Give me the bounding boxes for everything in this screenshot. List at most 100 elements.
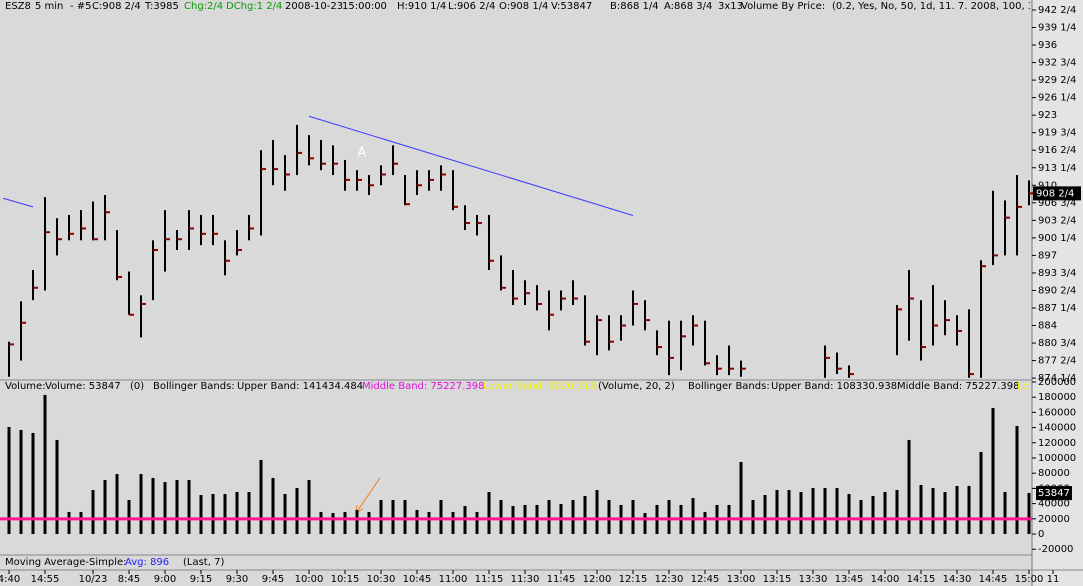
y-tick-label: 100000 (1038, 453, 1076, 464)
volume-bar (139, 473, 143, 535)
y-tick-label: 140000 (1038, 423, 1076, 434)
volume-bar (547, 500, 551, 535)
y-tick-label: 932 3/4 (1038, 58, 1076, 69)
y-tick-label: 120000 (1038, 438, 1076, 449)
volume-bar (859, 500, 863, 535)
x-tick-label: 12:45 (691, 574, 720, 585)
y-tick-label: 929 2/4 (1038, 75, 1076, 86)
header-text: L:906 2/4 (448, 1, 496, 12)
x-tick-label: 10/23 (79, 574, 108, 585)
volume-bar (943, 491, 947, 535)
volume-bar (979, 451, 983, 535)
x-tick-label: 15:00 (1015, 574, 1044, 585)
volume-bar (1003, 491, 1007, 535)
price-label-box (1033, 186, 1081, 201)
arrow (355, 477, 381, 514)
x-tick-label: 14:45 (979, 574, 1008, 585)
volume-bar (787, 490, 791, 535)
volume-bar (763, 495, 767, 535)
volume-bar (55, 439, 59, 535)
volume-label-box (1036, 486, 1072, 501)
header-text: - #5 (70, 1, 92, 12)
x-tick-label: 13:00 (727, 574, 756, 585)
volume-bar (703, 511, 707, 535)
status-text: Middle Band: 75227.398 (897, 381, 1020, 392)
volume-bar (667, 500, 671, 535)
volume-bar (103, 480, 107, 535)
y-tick-label: 926 1/4 (1038, 93, 1076, 104)
volume-bar (487, 491, 491, 535)
x-tick-label: 14:15 (907, 574, 936, 585)
volume-bar (847, 494, 851, 535)
status-text: (Volume, 20, 2) (598, 381, 675, 392)
status-text: Bollinger Bands: (688, 381, 770, 392)
status-text: Bollinger Bands: (153, 381, 235, 392)
volume-bar (211, 494, 215, 535)
volume-bar (955, 485, 959, 535)
y-tick-label: 40000 (1038, 499, 1070, 510)
header-text: Volume By Price: (741, 1, 826, 12)
volume-bar (331, 513, 335, 535)
volume-bar (367, 511, 371, 535)
header-text: Chg:2/4 (184, 1, 224, 12)
x-tick-label: 9:00 (154, 574, 176, 585)
volume-bar (871, 496, 875, 535)
volume-bar (91, 490, 95, 535)
y-tick-label: 897 (1038, 250, 1057, 261)
volume-bar (295, 488, 299, 535)
volume-bar (739, 461, 743, 535)
price-label: 908 2/4 (1036, 188, 1074, 199)
volume-bar (403, 500, 407, 535)
x-tick-label: 12:00 (583, 574, 612, 585)
volume-bar (355, 509, 359, 535)
volume-bar (115, 473, 119, 535)
status-text: Volume: 53847 (45, 381, 121, 392)
x-tick-label: 11 (1047, 574, 1060, 585)
volume-bar (835, 488, 839, 535)
y-tick-label: 0 (1038, 529, 1044, 540)
y-tick-label: 884 (1038, 321, 1057, 332)
x-tick-label: 10:00 (295, 574, 324, 585)
y-tick-label: 893 3/4 (1038, 268, 1076, 279)
volume-bar (19, 429, 23, 535)
volume-bar (751, 500, 755, 535)
header-text: DChg:1 2/4 (226, 1, 283, 12)
volume-bar (283, 494, 287, 535)
header-text: V:53847 (551, 1, 593, 12)
y-tick-label: 942 2/4 (1038, 5, 1076, 16)
y-tick-label: 200000 (1038, 377, 1076, 388)
x-tick-label: 13:45 (835, 574, 864, 585)
volume-bar (967, 485, 971, 535)
volume-bar (439, 500, 443, 535)
volume-bar (247, 491, 251, 535)
status-text: Middle Band: 75227.398 (362, 381, 485, 392)
volume-bar (451, 511, 455, 535)
y-tick-label: 936 (1038, 40, 1057, 51)
header-text: 2008-10-23 (285, 1, 344, 12)
x-tick-label: 11:00 (439, 574, 468, 585)
header-text: (0.2, Yes, No, 50, 1d, 11. 7. 2008, 100,… (832, 1, 1030, 12)
x-tick-label: 8:45 (118, 574, 140, 585)
x-tick-label: 14:00 (871, 574, 900, 585)
volume-bar (235, 491, 239, 535)
y-tick-label: 900 1/4 (1038, 233, 1076, 244)
y-tick-label: 877 2/4 (1038, 356, 1076, 367)
y-tick-label: 160000 (1038, 407, 1076, 418)
x-tick-label: 9:15 (190, 574, 212, 585)
x-tick-label: 12:30 (655, 574, 684, 585)
volume-bar (499, 500, 503, 535)
y-tick-label: 919 3/4 (1038, 128, 1076, 139)
volume-bar (379, 500, 383, 535)
x-tick-label: 11:45 (547, 574, 576, 585)
volume-bar (583, 496, 587, 535)
volume-bar (187, 480, 191, 535)
volume-bar (307, 480, 311, 535)
volume-bar (163, 482, 167, 535)
volume-bar (823, 488, 827, 535)
volume-bar (643, 513, 647, 535)
header-text: A:868 3/4 (664, 1, 713, 12)
volume-bar (607, 500, 611, 535)
volume-bar (427, 511, 431, 535)
header-text: 3x13 (718, 1, 744, 12)
